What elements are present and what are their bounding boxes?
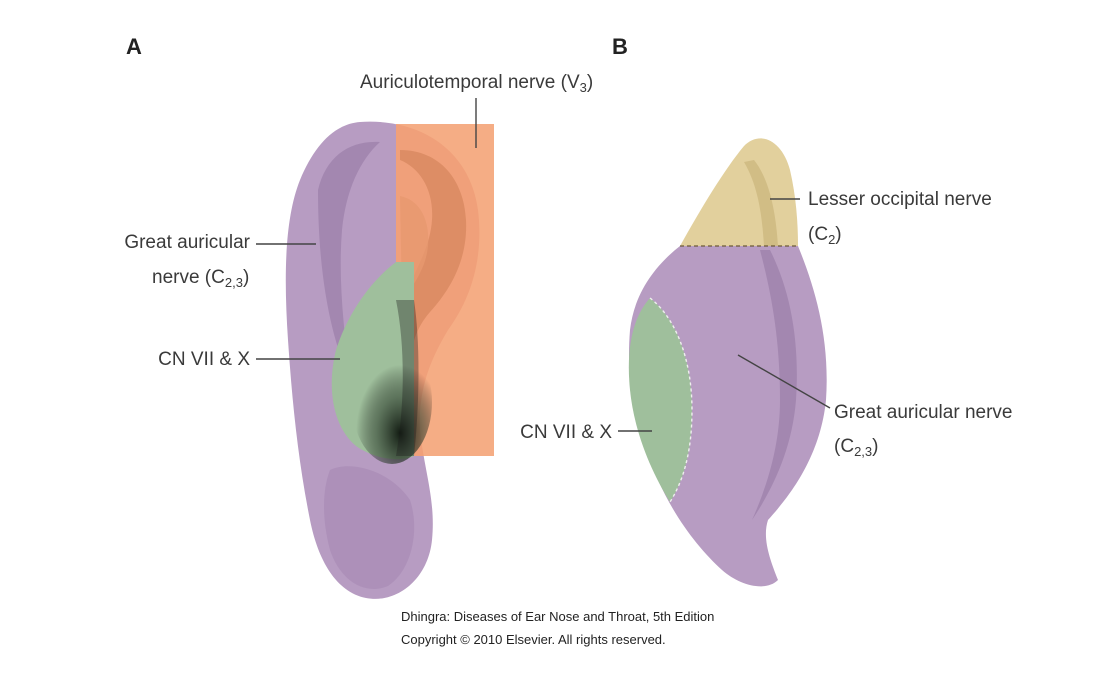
panel-a-letter: A: [126, 34, 142, 59]
lobule-shade-a: [324, 466, 415, 589]
lesser-occipital-region-b: [680, 138, 798, 246]
credit-line-2: Copyright © 2010 Elsevier. All rights re…: [401, 632, 666, 647]
helix-relief-a: [400, 150, 467, 372]
auriculotemporal-label: Auriculotemporal nerve (V3): [360, 72, 593, 95]
panel-b-letter: B: [612, 34, 628, 59]
credit-line-1: Dhingra: Diseases of Ear Nose and Throat…: [401, 609, 714, 624]
fold-shade-b: [752, 250, 797, 520]
great-auricular-label-a: Great auricular: [124, 232, 250, 253]
cn-region-b: [628, 298, 692, 502]
great-auricular-label-b: Great auricular nerve: [834, 402, 1012, 423]
lesser-occipital-label-line2: (C2): [808, 224, 842, 247]
ear-lateral-view: [285, 121, 494, 599]
cn-label-a: CN VII & X: [158, 349, 250, 370]
great-auricular-label-a-line2: nerve (C2,3): [152, 267, 249, 290]
ear-medial-view: [628, 138, 827, 587]
great-auricular-leader-b: [737, 354, 831, 409]
cn-label-b: CN VII & X: [520, 422, 612, 443]
great-auricular-label-b-line2: (C2,3): [834, 436, 878, 459]
helix-fold-a: [318, 141, 380, 380]
lesser-occipital-label: Lesser occipital nerve: [808, 189, 992, 210]
